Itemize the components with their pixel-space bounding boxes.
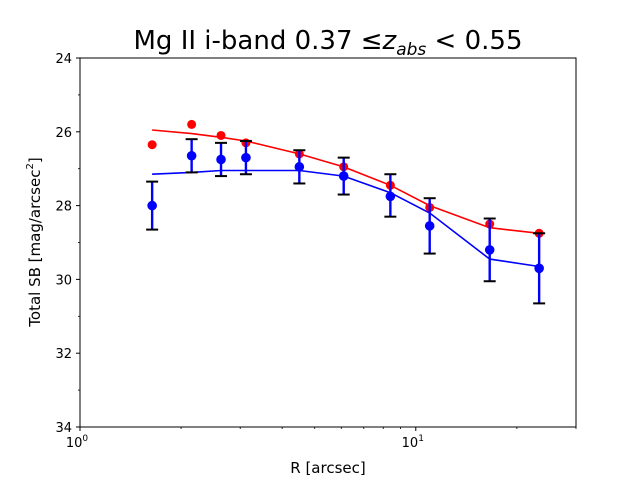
axes-frame xyxy=(79,57,577,428)
blue-data-point xyxy=(424,221,435,231)
blue-model-line xyxy=(152,169,540,268)
blue-data-point xyxy=(294,162,305,172)
title-z: z xyxy=(382,26,398,56)
y-tick-label: 24 xyxy=(55,52,72,67)
y-tick-label: 28 xyxy=(55,200,72,215)
y-tick-label: 34 xyxy=(55,421,72,436)
red-data-point xyxy=(216,130,226,140)
y-axis-label: Total SB [mag/arcsec2] xyxy=(25,157,44,327)
title-main: Mg II i-band 0.37 xyxy=(134,26,361,56)
blue-data-point xyxy=(241,152,251,163)
ylabel-end: ] xyxy=(26,157,44,163)
x-tick-exponent: 1 xyxy=(418,434,424,444)
x-tick-label: 101 xyxy=(402,434,424,451)
title-sub: abs xyxy=(396,40,426,60)
x-tick-exponent: 0 xyxy=(82,434,88,444)
ylabel-sup: 2 xyxy=(25,163,36,169)
blue-data-point xyxy=(186,150,197,161)
blue-data-point xyxy=(534,263,544,274)
x-tick-base: 10 xyxy=(402,436,419,451)
blue-data-point xyxy=(338,171,349,181)
x-axis-label: R [arcsec] xyxy=(290,459,365,477)
x-tick-label: 100 xyxy=(66,434,89,451)
title-le: ≤ xyxy=(361,26,383,56)
chart-title: Mg II i-band 0.37 ≤zabs < 0.55 xyxy=(134,26,523,60)
red-data-point xyxy=(147,140,157,150)
y-tick-label: 32 xyxy=(55,347,72,362)
red-model-line xyxy=(152,129,540,235)
red-data-point xyxy=(187,119,197,129)
blue-data-point xyxy=(385,191,396,202)
title-tail: < 0.55 xyxy=(426,26,522,56)
x-tick-base: 10 xyxy=(66,436,83,451)
plot-area xyxy=(146,119,546,305)
blue-data-point xyxy=(484,245,495,255)
blue-data-point xyxy=(216,154,226,165)
ylabel-main: Total SB [mag/arcsec xyxy=(26,170,44,328)
y-tick-label: 30 xyxy=(55,273,72,288)
y-tick-label: 26 xyxy=(55,126,72,141)
blue-data-point xyxy=(147,200,157,211)
